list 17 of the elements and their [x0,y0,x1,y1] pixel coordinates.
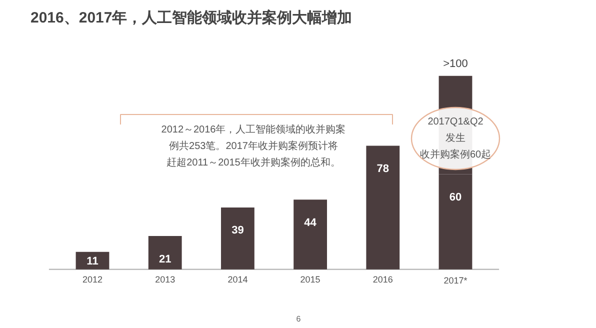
annotation: 2012～2016年，人工智能领域的收并购案例共253笔。2017年收并购案例预计将赶超2011～2015年收并购案例的总和。 [161,124,346,168]
total-label: >100 [443,58,468,70]
data-label: 60 [449,191,462,204]
text: 6 [296,314,302,324]
x-tick-label: 2014 [228,274,248,284]
data-label: 11 [86,256,98,268]
x-tick-label: 2017* [444,275,468,286]
data-label: 44 [304,216,318,229]
x-tick-label: 2016 [372,274,393,284]
x-tick-label: 2015 [300,274,320,284]
data-label: 21 [158,253,172,266]
data-label: 78 [376,162,390,175]
x-tick-label: 2013 [155,274,176,284]
chart-title: 2016、2017年，人工智能领域收并案例大幅增加 [30,8,352,26]
data-label: 39 [232,224,244,237]
annotation: 2017Q1&Q2发生收并购案例60起 [420,116,492,160]
x-tick-label: 2012 [82,274,103,284]
